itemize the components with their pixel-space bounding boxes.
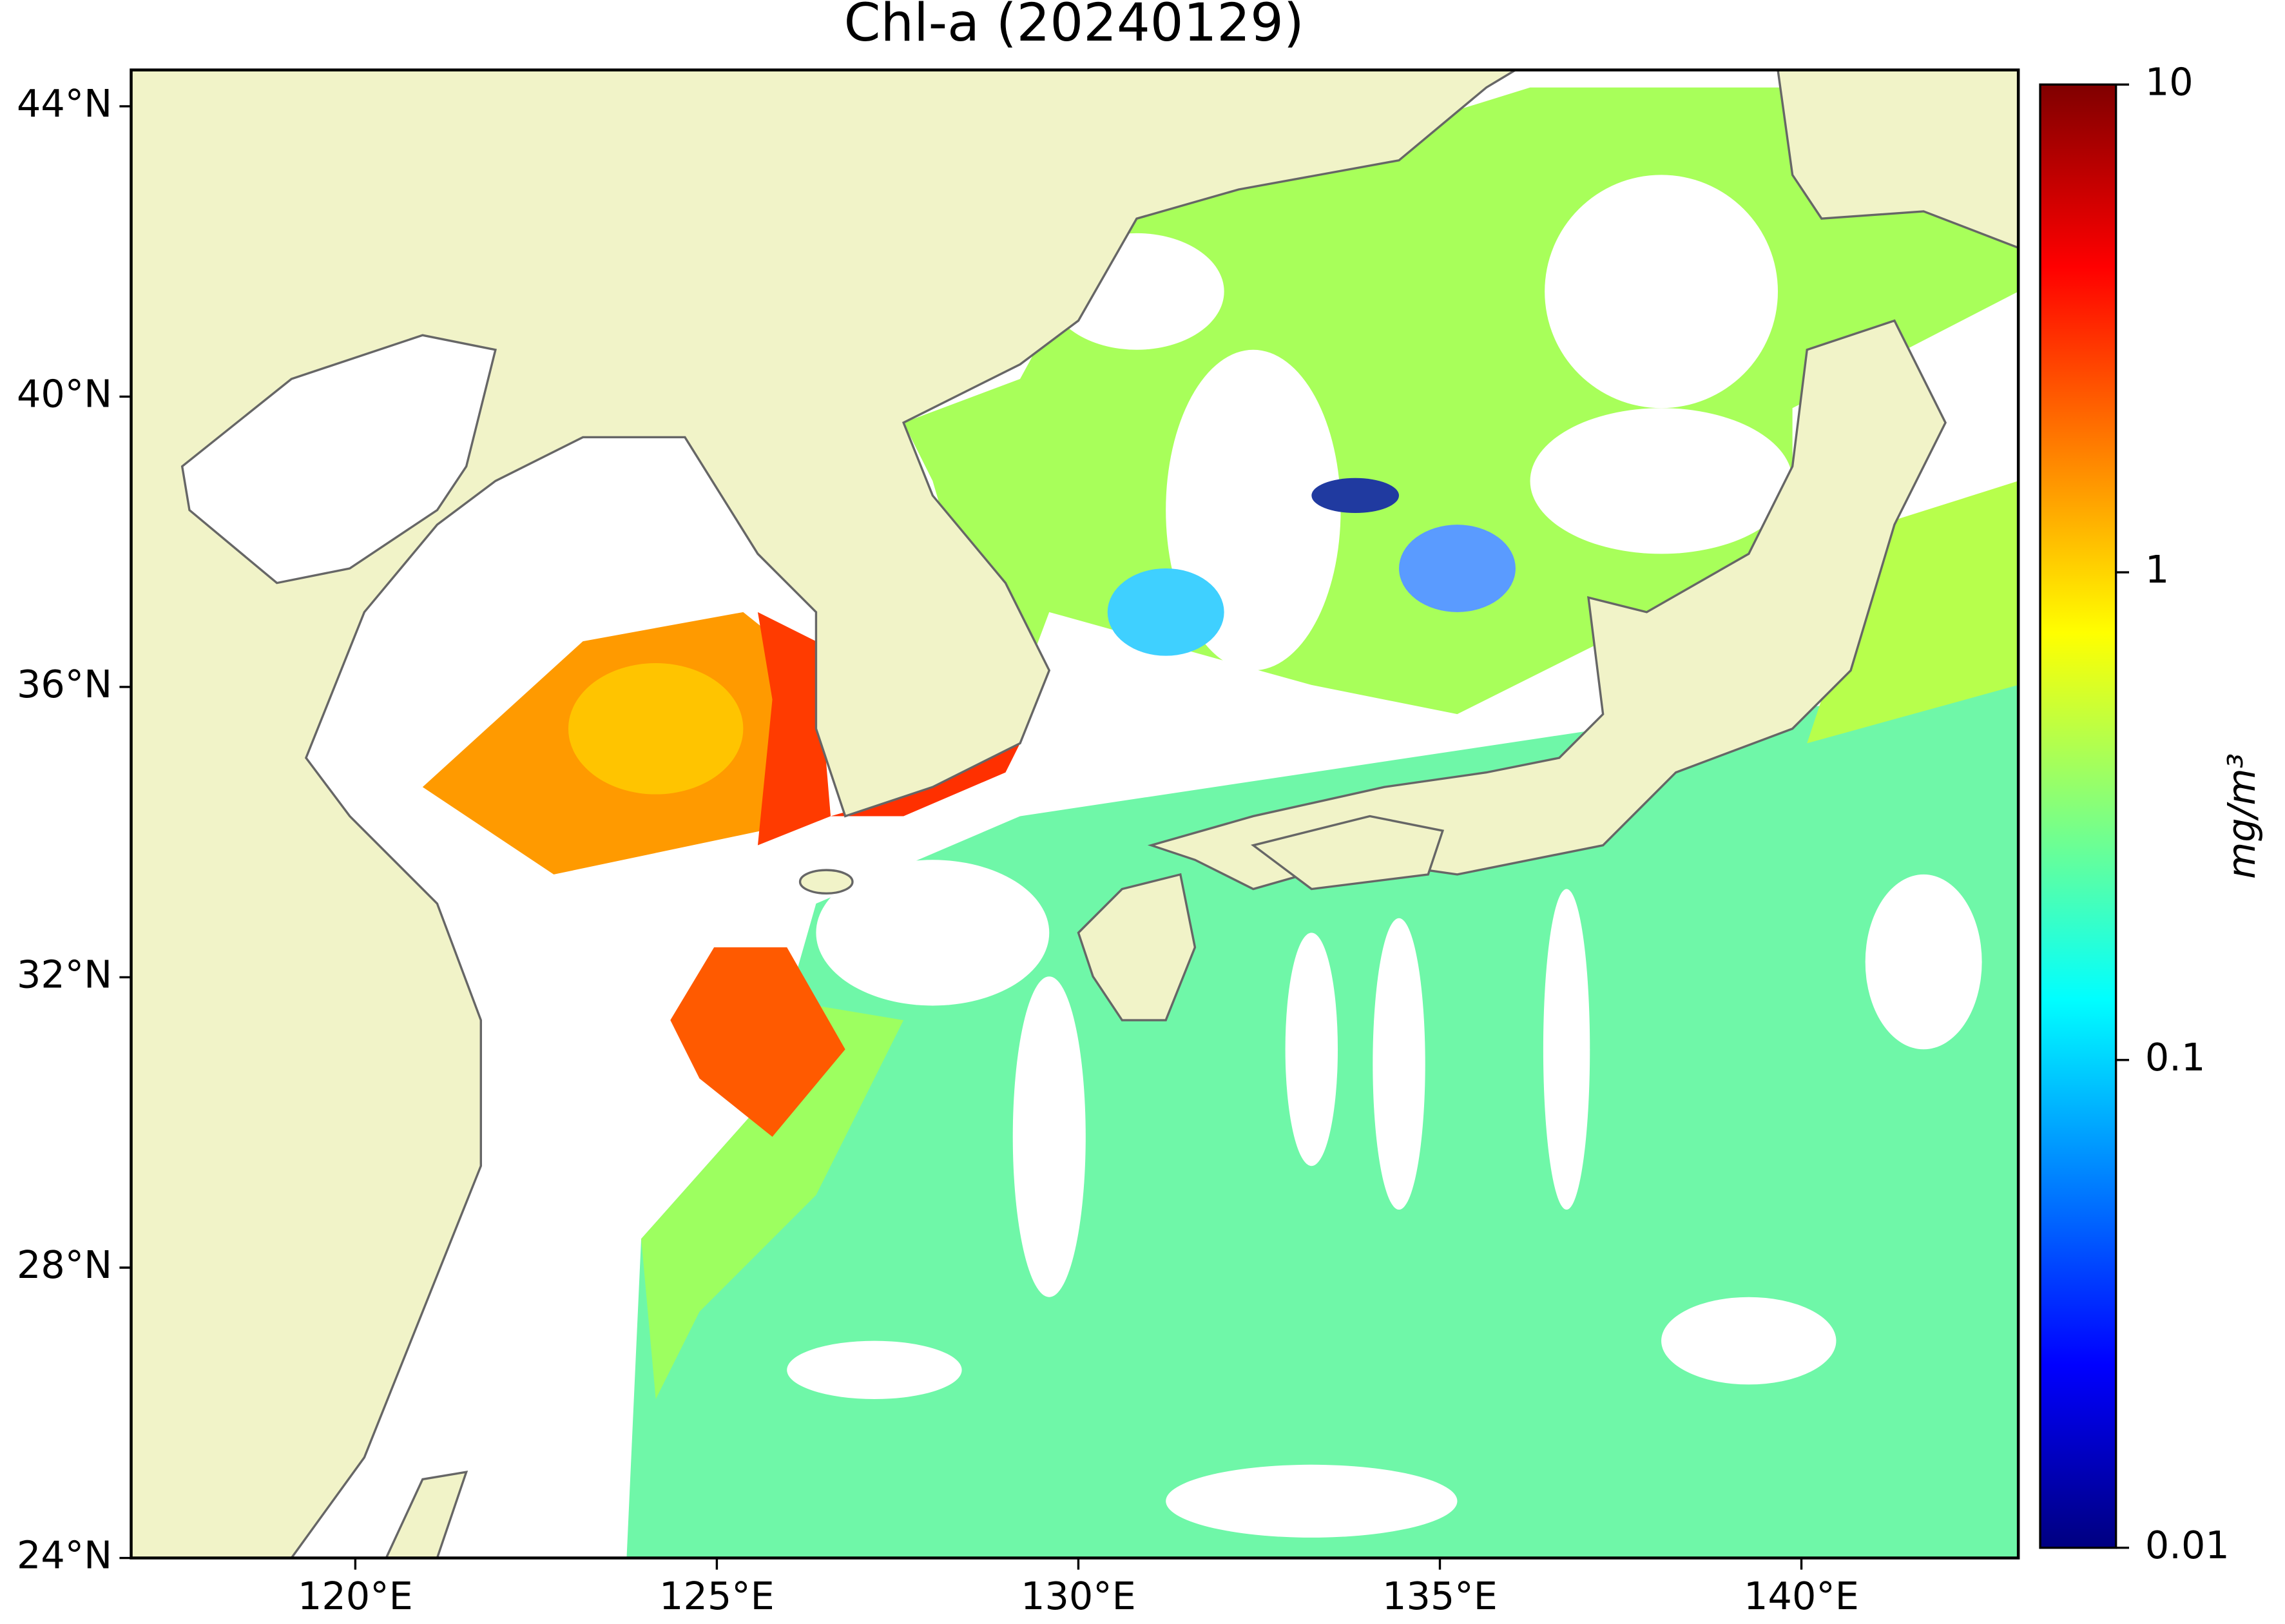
colorbar-tick-label: 0.1 bbox=[2145, 1035, 2205, 1079]
y-tick-label: 28°N bbox=[17, 1242, 112, 1287]
x-tick-label: 130°E bbox=[1021, 1574, 1136, 1618]
map-frame bbox=[130, 68, 2020, 1560]
colorbar-tick-label: 0.01 bbox=[2145, 1523, 2230, 1567]
chart-title: Chl-a (20240129) bbox=[844, 0, 1304, 53]
land bbox=[131, 70, 2019, 1558]
colorbar-tick-label: 1 bbox=[2145, 547, 2169, 592]
y-tick-label: 44°N bbox=[17, 81, 112, 126]
colorbar-label: mg/m³ bbox=[2219, 753, 2264, 879]
colorbar bbox=[2039, 83, 2117, 1549]
x-tick-label: 120°E bbox=[298, 1574, 413, 1618]
y-tick-label: 36°N bbox=[17, 662, 112, 706]
colorbar-tick-label: 10 bbox=[2145, 59, 2193, 104]
x-tick-label: 135°E bbox=[1382, 1574, 1498, 1618]
x-tick-label: 125°E bbox=[659, 1574, 775, 1618]
y-tick-label: 40°N bbox=[17, 372, 112, 416]
y-tick-label: 24°N bbox=[17, 1533, 112, 1578]
x-tick-label: 140°E bbox=[1744, 1574, 1859, 1618]
y-tick-label: 32°N bbox=[17, 952, 112, 997]
